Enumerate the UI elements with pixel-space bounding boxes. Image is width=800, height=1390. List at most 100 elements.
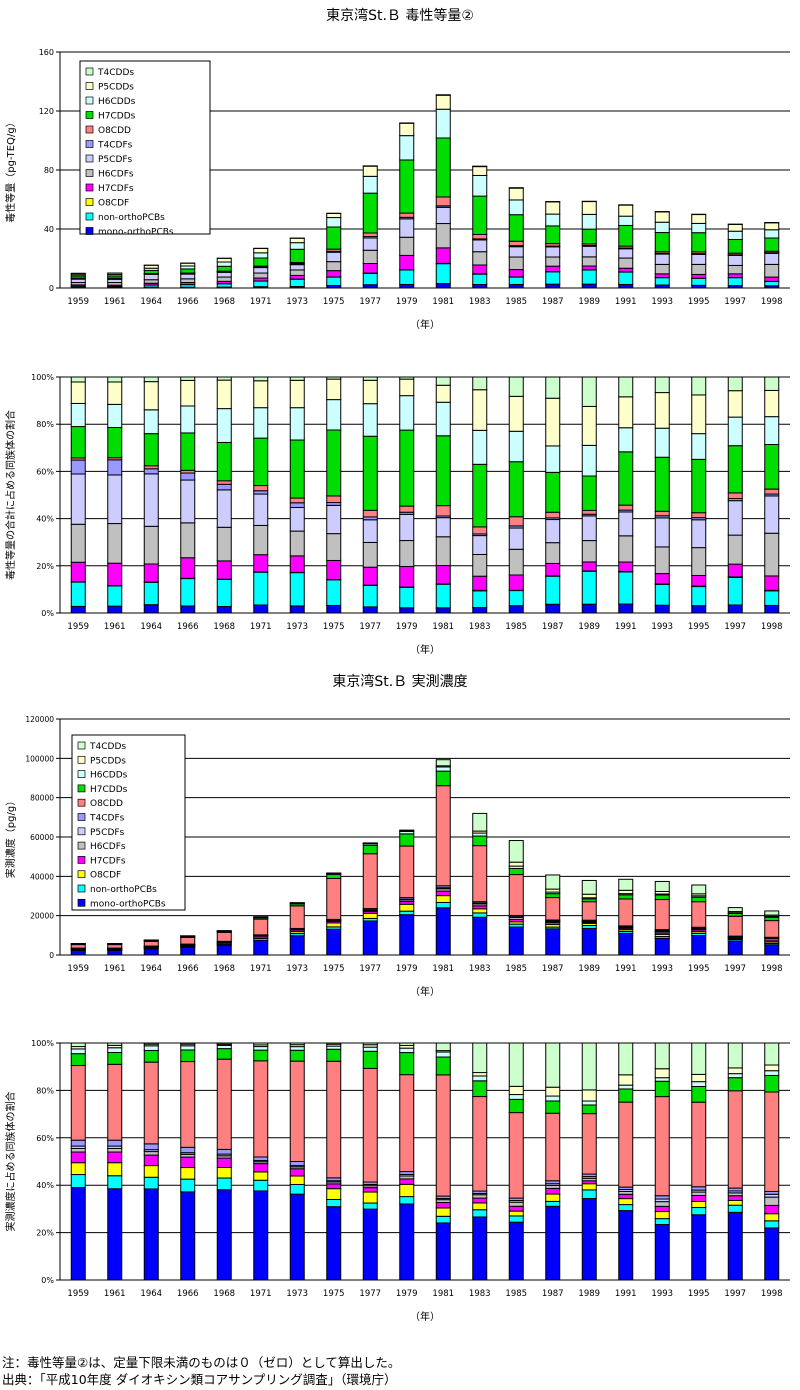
bar-segment	[727, 277, 743, 287]
bar-segment	[216, 1148, 232, 1155]
bar-segment	[435, 766, 451, 772]
bar-segment	[435, 907, 451, 956]
x-tick-label: 1968	[213, 964, 235, 974]
bar-segment	[508, 867, 524, 876]
x-tick-label: 1979	[396, 964, 418, 974]
bar-segment	[326, 1198, 342, 1208]
bar-segment	[326, 1042, 342, 1045]
bar-segment	[508, 276, 524, 285]
bar-segment	[472, 845, 488, 903]
bar-segment	[362, 606, 378, 614]
chart-title: 東京湾St.Ｂ 実測濃度	[332, 673, 467, 690]
bar-segment	[472, 239, 488, 253]
x-tick-label: 1971	[250, 297, 272, 307]
bar-segment	[216, 931, 232, 942]
bar-segment	[508, 574, 524, 591]
legend-label: mono-orthoPCBs	[98, 228, 174, 238]
bar-segment	[399, 269, 415, 285]
legend-label: O8CDF	[90, 871, 121, 881]
bar-segment	[180, 278, 196, 284]
bar-segment	[654, 604, 670, 614]
bar-segment	[399, 586, 415, 609]
bar-segment	[727, 238, 743, 254]
bar-segment	[326, 429, 342, 497]
x-tick-label: 1961	[104, 964, 126, 974]
y-tick-label: 20000	[30, 912, 54, 921]
bar-segment	[691, 214, 707, 224]
bar-segment	[216, 441, 232, 482]
x-tick-label: 1991	[615, 1289, 637, 1299]
bar-segment	[253, 524, 269, 556]
bar-segment	[545, 897, 561, 921]
legend-swatch	[85, 125, 94, 134]
bar-segment	[545, 213, 561, 227]
bar-segment	[618, 603, 634, 614]
legend-label: T4CDDs	[97, 68, 134, 78]
bar-segment	[691, 394, 707, 435]
bar-segment	[618, 932, 634, 956]
chart-3: 東京湾St.Ｂ 実測濃度 0 20000 40000 60000 80000 100000 1…	[4, 673, 790, 998]
bar-segment	[654, 1224, 670, 1281]
bar-segment	[362, 263, 378, 274]
y-tick-label: 0%	[41, 609, 54, 618]
bar-segment	[216, 560, 232, 580]
bar-segment	[362, 435, 378, 511]
bar-segment	[618, 571, 634, 605]
bar-segment	[618, 1210, 634, 1281]
bar-segment	[581, 283, 597, 289]
bar-segment	[764, 1227, 780, 1281]
bar-segment	[399, 254, 415, 271]
bar-segment	[545, 1042, 561, 1088]
bar-segment	[618, 1084, 634, 1090]
bar-segment	[545, 928, 561, 956]
bar-segment	[435, 1222, 451, 1281]
legend-box	[71, 734, 186, 911]
legend-swatch	[85, 111, 94, 119]
bar-segment	[70, 605, 86, 614]
bar-segment	[435, 895, 451, 903]
x-tick-label: 1995	[688, 297, 710, 307]
bar-segment	[691, 273, 707, 279]
bar-segment	[216, 1189, 232, 1281]
bar-segment	[180, 522, 196, 559]
legend-label: T4CDFs	[89, 814, 125, 824]
x-tick-label: 1975	[323, 964, 345, 974]
bar-segment	[727, 1204, 743, 1213]
bar-segment	[691, 433, 707, 460]
x-tick-label: 1977	[359, 964, 381, 974]
bar-segment	[618, 1042, 634, 1076]
bar-segment	[180, 1178, 196, 1193]
y-tick-label: 0%	[41, 1276, 54, 1285]
bar-segment	[70, 1139, 86, 1147]
bar-segment	[581, 927, 597, 956]
y-tick-label: 100%	[31, 1039, 54, 1048]
bar-segment	[764, 1070, 780, 1076]
bar-segment	[362, 376, 378, 381]
legend-label: H7CDDs	[98, 112, 136, 122]
bar-segment	[691, 884, 707, 895]
bar-segment	[764, 1074, 780, 1093]
bar-segment	[654, 1096, 670, 1197]
bar-segment	[581, 228, 597, 245]
bar-segment	[654, 1042, 670, 1070]
x-tick-label: 1977	[359, 1289, 381, 1299]
bar-segment	[764, 389, 780, 418]
bar-segment	[253, 252, 269, 259]
bar-segment	[691, 1101, 707, 1188]
legend-swatch	[77, 741, 86, 750]
bar-segment	[691, 458, 707, 514]
bar-segment	[180, 268, 196, 274]
bar-segment	[399, 395, 415, 431]
bar-segment	[581, 1198, 597, 1281]
bar-segment	[472, 575, 488, 591]
bar-segment	[143, 940, 159, 947]
legend-swatch	[85, 67, 94, 76]
bar-segment	[727, 390, 743, 418]
bar-segment	[508, 926, 524, 956]
bar-segment	[654, 1211, 670, 1220]
bar-segment	[289, 905, 305, 929]
y-tick-label: 100000	[25, 754, 54, 763]
bar-segment	[326, 226, 342, 250]
bar-segment	[727, 1211, 743, 1281]
bar-segment	[399, 135, 415, 161]
